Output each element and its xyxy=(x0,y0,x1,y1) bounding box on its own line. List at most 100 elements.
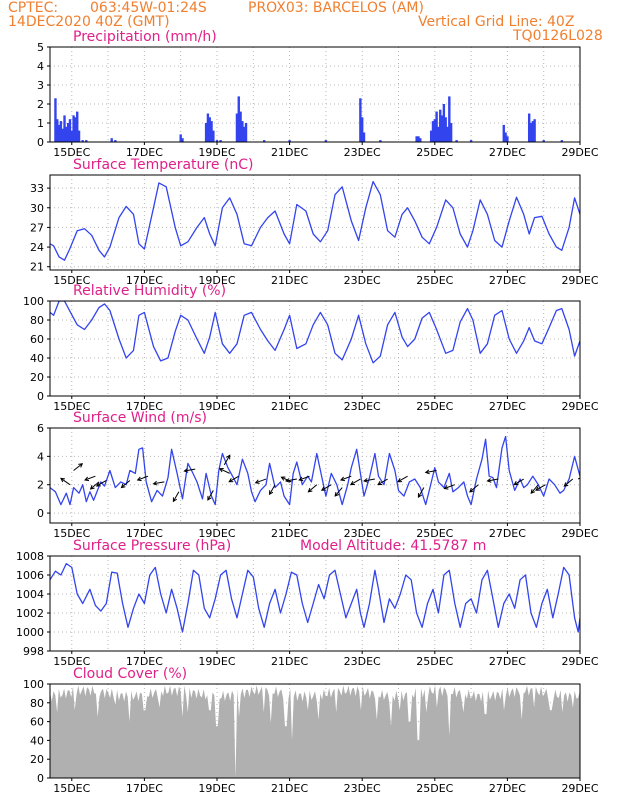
precip-bar xyxy=(262,140,266,142)
precip-bar xyxy=(244,123,248,142)
x-tick-label: 27DEC xyxy=(489,527,526,540)
wind-arrow-head xyxy=(349,480,355,486)
wind-arrow-shaft xyxy=(73,463,83,471)
press-frame xyxy=(49,555,581,652)
wind-arrow xyxy=(307,484,318,493)
x-tick-label: 21DEC xyxy=(271,274,308,287)
cloud-panel: 0 20 40 60 80 100 15DEC 17DEC 19DEC 21DEC 23DEC 25D… xyxy=(23,666,599,795)
precip-bar xyxy=(415,136,418,142)
y-tick-label: 24 xyxy=(30,241,44,254)
y-tick-label: 1004 xyxy=(16,588,44,601)
precip-bar xyxy=(235,113,239,142)
temp-grid xyxy=(50,175,580,270)
precip-bar xyxy=(504,132,507,142)
wind-arrow xyxy=(207,490,214,501)
wind-arrow-head xyxy=(120,483,126,489)
wind-arrow xyxy=(424,469,437,475)
x-tick-label: 19DEC xyxy=(198,146,235,159)
x-tick-label: 29DEC xyxy=(561,527,598,540)
wind-arrow-head xyxy=(424,469,430,475)
y-tick-label: 1008 xyxy=(16,550,44,563)
wind-arrow-shaft xyxy=(535,484,546,491)
precip-bar xyxy=(66,123,70,142)
x-tick-label: 29DEC xyxy=(561,655,598,668)
wind-arrow xyxy=(120,480,131,489)
wind-arrow-head xyxy=(334,491,340,497)
wind-frame xyxy=(49,427,581,524)
x-tick-label: 27DEC xyxy=(489,146,526,159)
precip-bar xyxy=(243,126,246,142)
precip-bar xyxy=(59,121,63,142)
wind-arrow-head xyxy=(530,489,536,494)
wind-arrow xyxy=(469,484,479,493)
wind-arrow-shaft xyxy=(223,455,231,466)
y-tick-label: 20 xyxy=(30,753,44,766)
precip-bar xyxy=(57,124,61,142)
y-tick-label: 0 xyxy=(37,390,44,403)
y-tick-label: 27 xyxy=(30,221,44,234)
x-tick-label: 21DEC xyxy=(271,527,308,540)
wind-arrow-shaft xyxy=(563,478,574,487)
x-tick-label: 15DEC xyxy=(53,655,90,668)
y-tick-label: 33 xyxy=(30,182,44,195)
x-tick-label: 21DEC xyxy=(271,146,308,159)
x-tick-label: 25DEC xyxy=(416,655,453,668)
wind-arrow-head xyxy=(95,482,101,487)
wind-arrow-shaft xyxy=(444,484,455,489)
x-tick-label: 23DEC xyxy=(344,655,381,668)
temp-panel: 21 24 27 30 33 15DEC 17DEC 19DEC 21DEC 23DEC 25DEC… xyxy=(30,157,599,287)
wind-arrow xyxy=(152,480,165,486)
rh-grid xyxy=(50,301,580,396)
header-code: TQ0126L028 xyxy=(513,28,603,44)
x-tick-label: 25DEC xyxy=(416,146,453,159)
x-tick-label: 25DEC xyxy=(416,400,453,413)
y-tick-label: 80 xyxy=(30,697,44,710)
cloud-area xyxy=(50,685,580,778)
precip-bar xyxy=(455,140,458,142)
precip-bar xyxy=(506,136,509,142)
precip-bar xyxy=(54,98,57,142)
precip-bar xyxy=(444,117,447,142)
x-tick-label: 25DEC xyxy=(416,274,453,287)
press-panel: 998 1000 1002 1004 1006 1008 15DEC 17DEC 19DEC 21… xyxy=(16,538,599,668)
wind-arrow-shaft xyxy=(340,475,352,481)
wind-arrow-head xyxy=(207,495,212,501)
wind-arrow-head xyxy=(172,497,178,503)
wind-arrow-head xyxy=(320,486,326,491)
rh-data xyxy=(50,301,580,364)
wind-arrow xyxy=(417,487,425,498)
x-tick-label: 17DEC xyxy=(126,527,163,540)
wind-arrow xyxy=(84,475,96,482)
y-tick-label: 0 xyxy=(37,136,44,149)
wind-arrow-shaft xyxy=(513,478,524,485)
precip-bar xyxy=(63,115,66,142)
wind-arrow-shaft xyxy=(207,490,214,501)
wind-arrow-head xyxy=(443,485,449,490)
y-tick-label: 30 xyxy=(30,202,44,215)
precip-bar xyxy=(324,140,328,142)
y-tick-label: 40 xyxy=(30,734,44,747)
wind-arrow-head xyxy=(136,476,142,482)
wind-arrow-shaft xyxy=(96,480,107,487)
wind-arrow-head xyxy=(284,478,290,483)
precip-bar xyxy=(68,119,72,142)
wind-arrow-shaft xyxy=(487,478,499,482)
precip-bar xyxy=(239,111,242,142)
x-tick-label: 25DEC xyxy=(416,527,453,540)
precip-grid xyxy=(50,47,580,142)
wind-arrow-head xyxy=(486,478,492,483)
y-tick-label: 1000 xyxy=(16,626,44,639)
wind-arrow xyxy=(223,454,231,466)
wind-arrow-head xyxy=(584,474,588,477)
y-tick-label: 4 xyxy=(37,450,44,463)
wind-line xyxy=(50,435,580,506)
x-tick-label: 27DEC xyxy=(489,782,526,795)
x-tick-label: 29DEC xyxy=(561,400,598,413)
y-tick-label: 6 xyxy=(37,422,44,435)
wind-arrow-shaft xyxy=(350,478,361,485)
y-tick-label: 21 xyxy=(30,261,44,274)
press-line xyxy=(50,562,580,633)
precip-bar xyxy=(360,117,364,142)
y-tick-label: 60 xyxy=(30,716,44,729)
x-tick-label: 17DEC xyxy=(126,400,163,413)
